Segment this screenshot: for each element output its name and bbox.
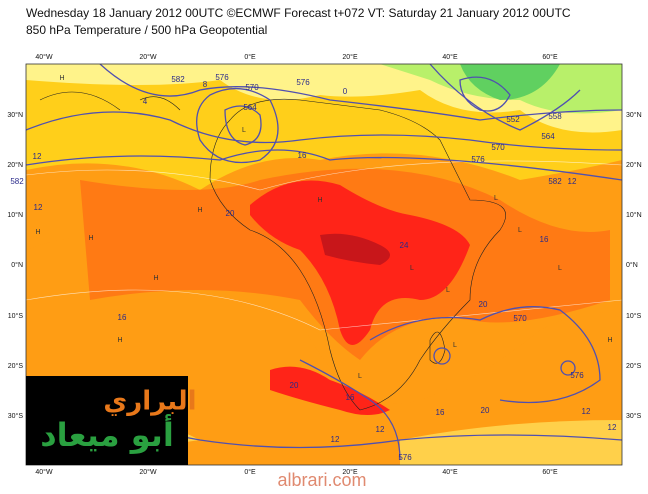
- lon-label: 40°E: [442, 468, 458, 476]
- contour-label: 16: [118, 313, 127, 322]
- pressure-mark: L: [410, 265, 414, 272]
- lon-label: 0°E: [244, 468, 256, 476]
- contour-label: 12: [608, 423, 617, 432]
- lon-label: 60°E: [542, 53, 558, 61]
- map-frame: [25, 63, 623, 466]
- contour-label: 558: [548, 112, 562, 121]
- pressure-mark: L: [558, 265, 562, 272]
- contour-label: 20: [481, 406, 490, 415]
- contour-label: 20: [290, 381, 299, 390]
- contour-label: 576: [296, 78, 310, 87]
- lat-label: 20°N: [7, 161, 23, 169]
- subtitle: 850 hPa Temperature / 500 hPa Geopotenti…: [26, 23, 267, 37]
- contour-label: 20: [226, 209, 235, 218]
- lon-label: 20°E: [342, 468, 358, 476]
- contour-label: 582: [10, 177, 24, 186]
- lat-label: 30°S: [626, 412, 642, 420]
- watermark: albrari.com: [277, 470, 366, 489]
- contour-label: 16: [346, 393, 355, 402]
- lon-label: 40°W: [35, 53, 53, 61]
- contour-label: 8: [203, 80, 208, 89]
- contour-label: 12: [331, 435, 340, 444]
- pressure-mark: H: [117, 337, 122, 344]
- pressure-mark: L: [242, 127, 246, 134]
- lat-label: 30°N: [626, 111, 642, 119]
- pressure-mark: H: [88, 235, 93, 242]
- contour-label: 12: [33, 152, 42, 161]
- contour-label: 582: [548, 177, 562, 186]
- lon-label: 20°E: [342, 53, 358, 61]
- pressure-mark: H: [607, 337, 612, 344]
- contour-label: 576: [570, 371, 584, 380]
- lon-label: 0°E: [244, 53, 256, 61]
- logo-box: [26, 376, 188, 465]
- contour-label: 24: [400, 241, 409, 250]
- contour-label: 12: [568, 177, 577, 186]
- contour-label: 576: [471, 155, 485, 164]
- lat-label: 20°S: [8, 362, 24, 370]
- contour-label: 0: [343, 87, 348, 96]
- lat-label: 10°S: [626, 312, 642, 320]
- pressure-mark: H: [35, 229, 40, 236]
- pressure-mark: L: [518, 227, 522, 234]
- contour-label: 564: [541, 132, 555, 141]
- contour-label: 12: [376, 425, 385, 434]
- lat-label: 20°N: [626, 161, 642, 169]
- contour-label: 4: [143, 97, 148, 106]
- lat-label: 0°N: [11, 261, 23, 269]
- logo-line1: البراري: [103, 387, 196, 417]
- lat-label: 10°N: [626, 211, 642, 219]
- pressure-mark: L: [453, 342, 457, 349]
- pressure-mark: H: [317, 197, 322, 204]
- pressure-mark: L: [358, 373, 362, 380]
- pressure-mark: H: [59, 75, 64, 82]
- title: Wednesday 18 January 2012 00UTC ©ECMWF F…: [26, 6, 571, 20]
- contour-label: 16: [298, 151, 307, 160]
- contour-label: 576: [398, 453, 412, 462]
- contour-label: 582: [171, 75, 185, 84]
- lon-label: 60°E: [542, 468, 558, 476]
- contour-label: 20: [479, 300, 488, 309]
- pressure-mark: L: [494, 195, 498, 202]
- contour-label: 552: [506, 115, 520, 124]
- lon-label: 20°W: [139, 468, 157, 476]
- contour-label: 16: [540, 235, 549, 244]
- lat-label: 20°S: [626, 362, 642, 370]
- lat-label: 10°N: [7, 211, 23, 219]
- logo-line2: أبو ميعاد: [40, 414, 174, 454]
- lon-label: 20°W: [139, 53, 157, 61]
- pressure-mark: L: [446, 287, 450, 294]
- lat-label: 0°N: [626, 261, 638, 269]
- contour-label: 570: [245, 83, 259, 92]
- lon-label: 40°E: [442, 53, 458, 61]
- contour-label: 570: [491, 143, 505, 152]
- contour-label: 564: [243, 103, 257, 112]
- contour-label: 12: [34, 203, 43, 212]
- lat-label: 10°S: [8, 312, 24, 320]
- contour-label: 570: [513, 314, 527, 323]
- contour-label: 16: [436, 408, 445, 417]
- pressure-mark: H: [197, 207, 202, 214]
- lat-label: 30°N: [7, 111, 23, 119]
- contour-label: 576: [215, 73, 229, 82]
- lon-label: 40°W: [35, 468, 53, 476]
- contour-label: 12: [582, 407, 591, 416]
- map-labels: 40°W 40°W 20°W 20°W 0°E 0°E 20°E 20°E 40°E 40°E 60…: [7, 53, 641, 476]
- pressure-mark: H: [153, 275, 158, 282]
- lat-label: 30°S: [8, 412, 24, 420]
